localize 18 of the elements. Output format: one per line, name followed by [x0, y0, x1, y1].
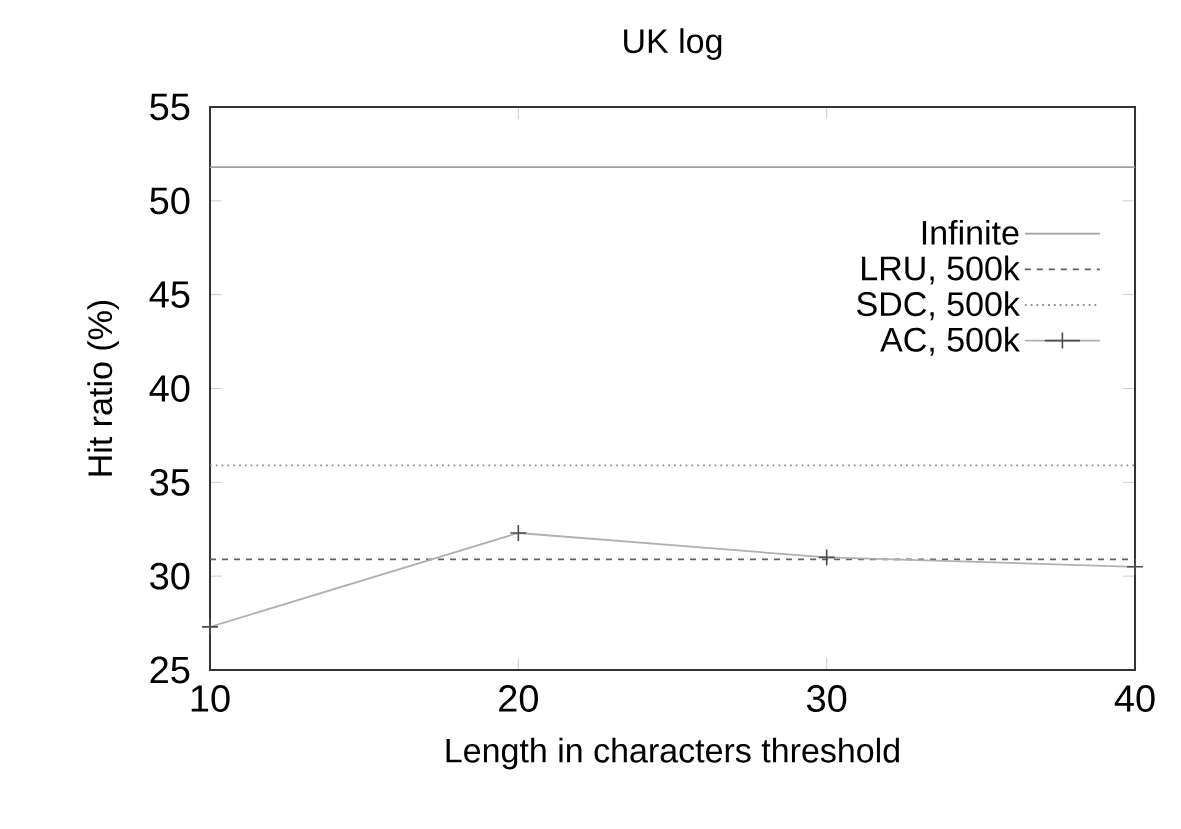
legend-label: Infinite: [922, 219, 1019, 245]
y-tick-label: 35: [150, 468, 190, 496]
legend-label: LRU, 500k: [862, 255, 1020, 285]
legend-label: AC, 500k: [880, 326, 1020, 356]
y-tick-label: 50: [150, 187, 190, 215]
x-axis-title: Length in characters threshold: [446, 737, 899, 770]
y-tick-label: 55: [150, 93, 190, 121]
y-axis-title: Hit ratio (%): [87, 300, 119, 476]
y-tick-label: 40: [149, 375, 190, 402]
chart-title: UK log: [624, 28, 722, 60]
x-tick-label: 20: [499, 685, 538, 712]
legend-label: SDC, 500k: [857, 291, 1020, 321]
x-tick-label: 10: [191, 685, 230, 712]
x-tick-label: 30: [806, 685, 847, 712]
x-tick-label: 40: [1114, 685, 1155, 712]
y-tick-label: 25: [150, 656, 190, 684]
y-tick-label: 45: [149, 281, 190, 308]
y-tick-label: 30: [150, 562, 190, 590]
